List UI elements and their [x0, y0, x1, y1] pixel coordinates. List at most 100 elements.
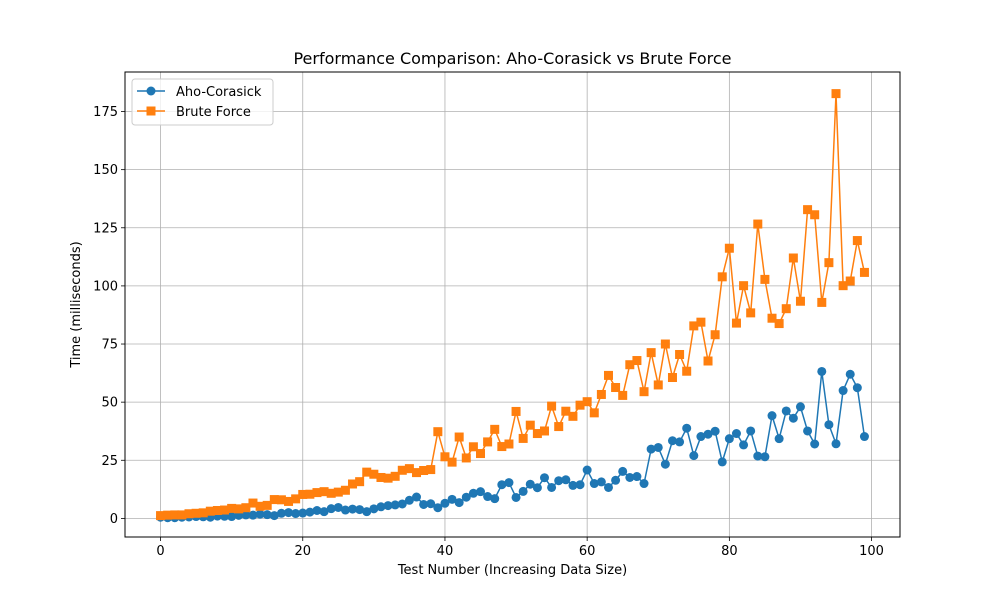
data-point-brute-force	[433, 427, 443, 437]
data-point-brute-force	[461, 453, 471, 463]
x-tick-label: 0	[156, 544, 164, 559]
data-point-brute-force	[454, 432, 464, 442]
data-point-aho-corasick	[248, 510, 258, 520]
data-point-brute-force	[739, 281, 749, 291]
data-point-aho-corasick	[803, 426, 813, 436]
legend-marker-brute-force	[146, 106, 156, 116]
data-point-aho-corasick	[824, 420, 834, 430]
x-tick-label: 80	[721, 544, 738, 559]
data-point-aho-corasick	[838, 386, 848, 396]
data-point-brute-force	[376, 472, 386, 482]
data-point-brute-force	[191, 508, 201, 518]
data-point-brute-force	[220, 505, 230, 515]
legend-box	[131, 78, 274, 126]
grid-lines	[125, 72, 900, 537]
x-axis-label: Test Number (Increasing Data Size)	[397, 563, 627, 578]
data-point-brute-force	[603, 370, 613, 380]
data-point-aho-corasick	[731, 429, 741, 439]
data-point-brute-force	[689, 321, 699, 331]
data-point-aho-corasick	[767, 411, 777, 421]
data-point-brute-force	[632, 356, 642, 366]
data-point-aho-corasick	[582, 465, 592, 475]
data-point-brute-force	[568, 411, 578, 421]
data-point-aho-corasick	[554, 476, 564, 486]
data-point-brute-force	[575, 400, 585, 410]
data-point-aho-corasick	[596, 477, 606, 487]
data-point-brute-force	[731, 318, 741, 328]
data-point-brute-force	[838, 281, 848, 291]
data-point-aho-corasick	[355, 505, 365, 515]
data-point-brute-force	[312, 488, 322, 498]
data-point-aho-corasick	[326, 504, 336, 514]
data-point-brute-force	[468, 442, 478, 452]
data-point-brute-force	[156, 511, 166, 521]
legend-marker-aho-corasick	[146, 86, 156, 96]
data-point-aho-corasick	[362, 507, 372, 517]
data-point-brute-force	[667, 373, 677, 383]
data-point-brute-force	[497, 442, 507, 452]
data-point-aho-corasick	[618, 466, 628, 476]
y-tick-label: 175	[93, 105, 118, 120]
data-point-brute-force	[859, 267, 869, 277]
data-point-brute-force	[824, 258, 834, 268]
data-point-brute-force	[241, 503, 251, 513]
data-point-brute-force	[269, 495, 279, 505]
data-point-aho-corasick	[390, 500, 400, 510]
data-point-brute-force	[426, 465, 436, 475]
y-tick-label: 0	[110, 512, 118, 527]
chart-title: Performance Comparison: Aho-Corasick vs …	[293, 49, 731, 68]
data-point-brute-force	[525, 420, 535, 430]
data-point-brute-force	[703, 356, 713, 366]
data-point-brute-force	[696, 317, 706, 327]
data-point-aho-corasick	[468, 488, 478, 498]
data-point-brute-force	[511, 406, 521, 416]
data-point-aho-corasick	[760, 452, 770, 462]
data-point-brute-force	[582, 397, 592, 407]
data-point-brute-force	[440, 452, 450, 462]
data-point-aho-corasick	[433, 503, 443, 513]
data-point-brute-force	[163, 510, 173, 520]
data-point-aho-corasick	[603, 482, 613, 492]
data-point-aho-corasick	[440, 498, 450, 508]
data-point-aho-corasick	[340, 505, 350, 515]
data-point-brute-force	[383, 473, 393, 483]
data-point-aho-corasick	[710, 426, 720, 436]
data-point-aho-corasick	[561, 475, 571, 485]
data-point-aho-corasick	[412, 492, 422, 502]
data-point-brute-force	[369, 469, 379, 479]
data-point-brute-force	[340, 485, 350, 495]
data-point-aho-corasick	[262, 510, 272, 520]
data-point-brute-force	[212, 505, 222, 515]
data-point-aho-corasick	[795, 402, 805, 412]
data-point-aho-corasick	[639, 479, 649, 489]
data-point-brute-force	[646, 348, 656, 358]
data-point-brute-force	[724, 243, 734, 253]
data-point-aho-corasick	[305, 507, 315, 517]
data-point-brute-force	[419, 466, 429, 476]
y-tick-label: 50	[101, 396, 118, 411]
y-tick-label: 125	[93, 221, 118, 236]
data-point-brute-force	[625, 360, 635, 370]
data-point-aho-corasick	[525, 479, 535, 489]
data-point-brute-force	[234, 504, 244, 514]
data-point-brute-force	[675, 349, 685, 359]
data-point-brute-force	[255, 501, 265, 511]
data-point-aho-corasick	[276, 508, 286, 518]
data-point-aho-corasick	[490, 494, 500, 504]
data-point-brute-force	[753, 219, 763, 229]
data-point-brute-force	[362, 467, 372, 477]
data-point-brute-force	[795, 296, 805, 306]
data-point-aho-corasick	[646, 444, 656, 454]
data-point-aho-corasick	[383, 501, 393, 511]
data-point-brute-force	[333, 487, 343, 497]
data-point-aho-corasick	[682, 423, 692, 433]
data-point-aho-corasick	[817, 366, 827, 376]
data-point-brute-force	[319, 487, 329, 497]
y-tick-label: 25	[101, 454, 118, 469]
data-point-brute-force	[404, 464, 414, 474]
data-point-aho-corasick	[419, 499, 429, 509]
data-point-aho-corasick	[518, 486, 528, 496]
series-layer	[156, 89, 869, 523]
data-point-aho-corasick	[774, 434, 784, 444]
